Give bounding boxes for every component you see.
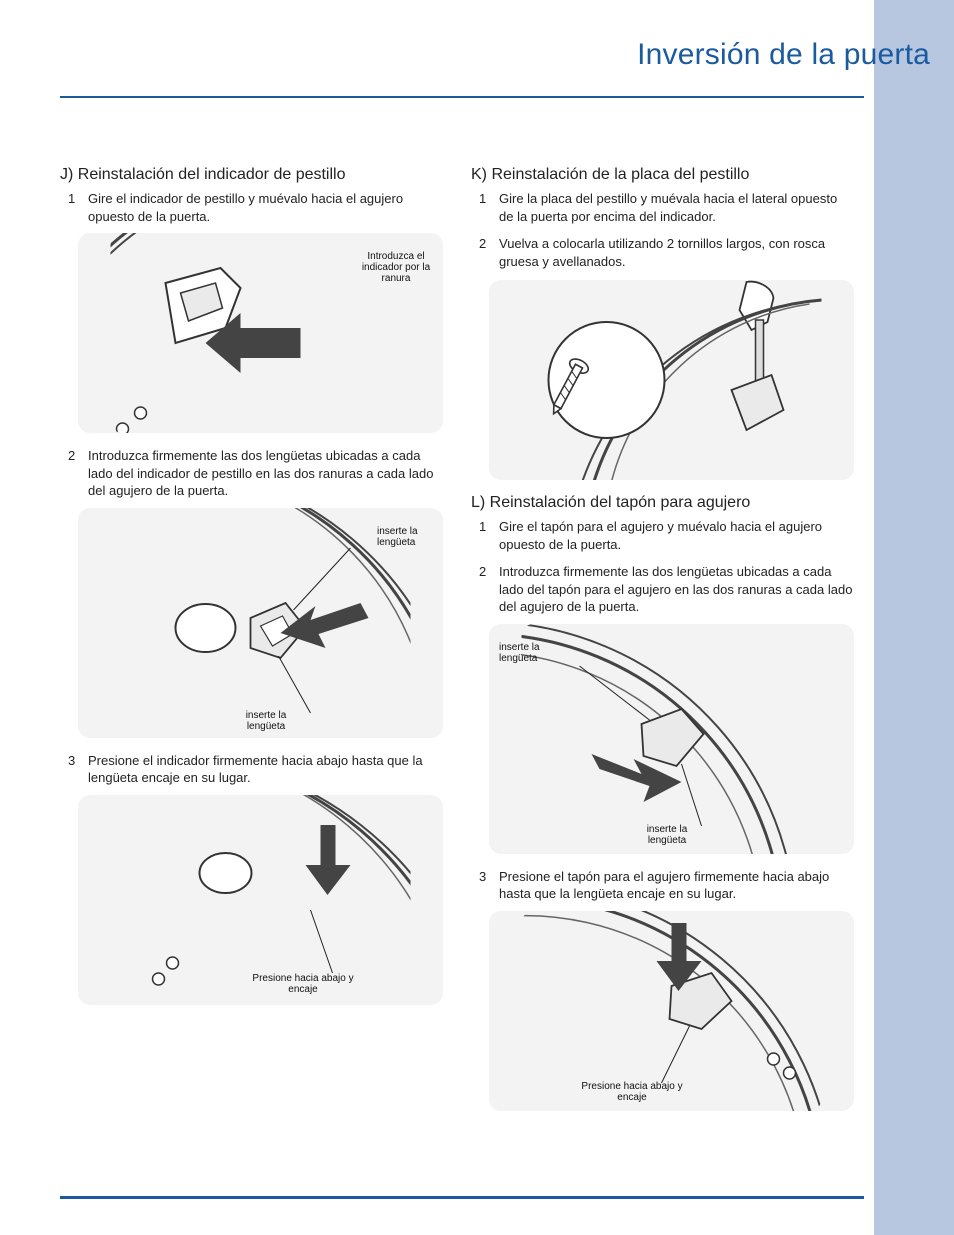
header-rule	[60, 96, 864, 98]
figure-j3: Presione hacia abajo y encaje	[78, 795, 443, 1005]
content-columns: J) Reinstalación del indicador de pestil…	[60, 166, 954, 1125]
section-j-step-1: Gire el indicador de pestillo y muévalo …	[88, 190, 443, 433]
step-text: Introduzca firmemente las dos lengüetas …	[88, 448, 433, 498]
section-l-heading: L) Reinstalación del tapón para agujero	[471, 494, 854, 512]
page-title: Inversión de la puerta	[637, 38, 930, 72]
step-text: Gire la placa del pestillo y muévala hac…	[499, 191, 837, 224]
section-l-step-2: Introduzca firmemente las dos lengüetas …	[499, 563, 854, 854]
page-header: Inversión de la puerta 17	[60, 38, 954, 96]
step-text: Presione el indicador firmemente hacia a…	[88, 753, 423, 786]
section-k-step-2: Vuelva a colocarla utilizando 2 tornillo…	[499, 235, 854, 270]
step-text: Gire el tapón para el agujero y muévalo …	[499, 519, 822, 552]
left-column: J) Reinstalación del indicador de pestil…	[60, 166, 443, 1125]
section-j-list: Gire el indicador de pestillo y muévalo …	[60, 190, 443, 1005]
figure-j1: Introduzca el indicador por la ranura	[78, 233, 443, 433]
right-column: K) Reinstalación de la placa del pestill…	[471, 166, 854, 1125]
figure-j1-label: Introduzca el indicador por la ranura	[357, 251, 435, 284]
section-k-step-1: Gire la placa del pestillo y muévala hac…	[499, 190, 854, 225]
section-k-list: Gire la placa del pestillo y muévala hac…	[471, 190, 854, 270]
footer-rule	[60, 1196, 864, 1199]
figure-l3: Presione hacia abajo y encaje	[489, 911, 854, 1111]
figure-l2: inserte la lengüeta inserte la lengüeta	[489, 624, 854, 854]
figure-j2-label-b: inserte la lengüeta	[238, 710, 294, 732]
step-text: Presione el tapón para el agujero firmem…	[499, 869, 829, 902]
section-l-step-1: Gire el tapón para el agujero y muévalo …	[499, 518, 854, 553]
section-l-step-3: Presione el tapón para el agujero firmem…	[499, 868, 854, 1111]
section-j-heading: J) Reinstalación del indicador de pestil…	[60, 166, 443, 184]
section-j-step-3: Presione el indicador firmemente hacia a…	[88, 752, 443, 1005]
step-text: Gire el indicador de pestillo y muévalo …	[88, 191, 403, 224]
figure-k	[489, 280, 854, 480]
section-k-heading: K) Reinstalación de la placa del pestill…	[471, 166, 854, 184]
figure-l3-label: Presione hacia abajo y encaje	[577, 1081, 687, 1103]
step-text: Vuelva a colocarla utilizando 2 tornillo…	[499, 236, 825, 269]
section-l-list: Gire el tapón para el agujero y muévalo …	[471, 518, 854, 1111]
figure-j2: inserte la lengüeta inserte la lengüeta	[78, 508, 443, 738]
figure-j2-label-a: inserte la lengüeta	[377, 526, 433, 548]
figure-l2-label-b: inserte la lengüeta	[639, 824, 695, 846]
figure-j3-label: Presione hacia abajo y encaje	[248, 973, 358, 995]
section-j-step-2: Introduzca firmemente las dos lengüetas …	[88, 447, 443, 738]
step-text: Introduzca firmemente las dos lengüetas …	[499, 564, 852, 614]
figure-l2-label-a: inserte la lengüeta	[499, 642, 555, 664]
page: Inversión de la puerta 17 J) Reinstalaci…	[0, 0, 954, 1235]
